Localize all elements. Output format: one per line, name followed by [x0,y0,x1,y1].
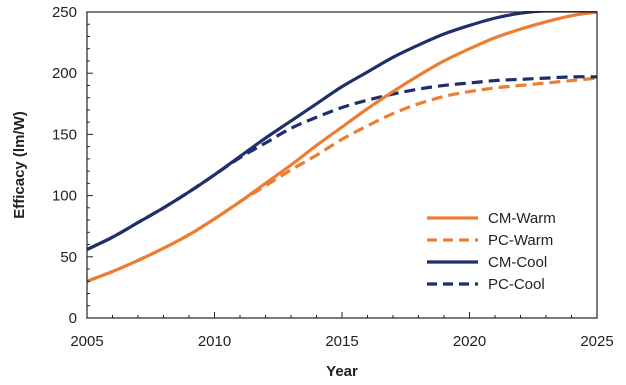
plot-frame [86,11,598,319]
x-axis-title: Year [326,363,358,380]
series-line-cm-warm [87,11,597,283]
x-tick-label: 2005 [70,333,103,350]
legend-label-pc-cool: PC-Cool [488,276,545,293]
series-line-cm-cool [87,11,597,251]
y-axis-title: Efficacy (lm/W) [11,111,28,219]
series-lines [87,11,597,283]
y-tick-label: 100 [52,188,77,205]
legend: CM-Warm PC-Warm CM-Cool PC-Cool [427,210,556,293]
x-tick-label: 2015 [325,333,358,350]
x-tick-label: 2025 [580,333,613,350]
x-tick-label: 2020 [453,333,486,350]
legend-label-cm-cool: CM-Cool [488,254,547,271]
legend-label-cm-warm: CM-Warm [488,210,556,227]
y-tick-label: 250 [52,4,77,21]
y-tick-label: 150 [52,126,77,143]
y-tick-label: 50 [60,249,77,266]
x-tick-label: 2010 [198,333,231,350]
axes: 0 50 100 150 200 250 2005 2010 2015 2020 2025 [52,4,614,350]
y-tick-label: 200 [52,65,77,82]
legend-label-pc-warm: PC-Warm [488,232,553,249]
plot-area [87,11,597,283]
y-tick-label: 0 [69,310,77,327]
